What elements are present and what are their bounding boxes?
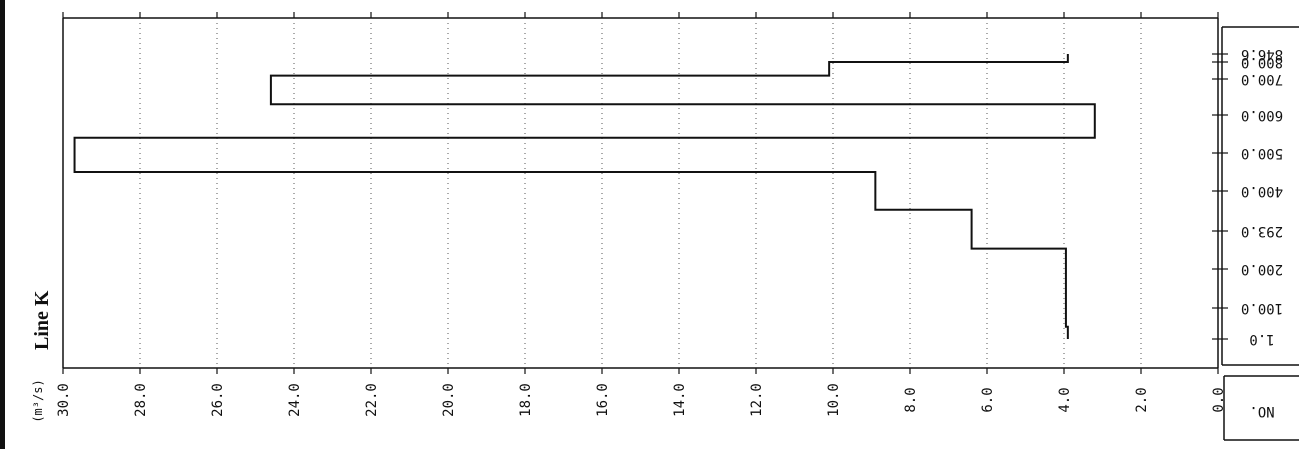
x-tick-label: 28.0	[133, 383, 149, 417]
x-tick-label: 16.0	[595, 383, 611, 417]
x-tick-label: 12.0	[749, 383, 765, 417]
x-tick-label: 4.0	[1057, 387, 1073, 412]
y-tick-label: 100.0	[1241, 300, 1283, 316]
y-tick-label: 200.0	[1241, 261, 1283, 277]
scan-edge	[0, 0, 5, 449]
y-tick-label: 1.0	[1249, 331, 1274, 347]
x-axis-ticks	[62, 12, 1219, 374]
y-tick-label: 846.6	[1241, 46, 1283, 62]
x-axis-tick-labels: 0.0 2.0 4.0 6.0 8.0 10.0 12.0 14.0 16.0 18.0 20.0 2…	[56, 383, 1227, 417]
no-label: NO.	[1249, 403, 1274, 419]
y-axis-tick-labels: 1.0 100.0 200.0 293.0 400.0 500.0 600.0 700.080…	[1241, 46, 1283, 347]
x-tick-label: 22.0	[364, 383, 380, 417]
x-tick-label: 0.0	[1211, 387, 1227, 412]
chart-title: Line K	[31, 290, 53, 350]
x-tick-label: 2.0	[1134, 387, 1150, 412]
x-tick-label: 24.0	[287, 383, 303, 417]
vertical-gridlines	[139, 18, 1142, 368]
x-tick-label: 20.0	[441, 383, 457, 417]
y-label-box	[1221, 26, 1299, 366]
x-tick-label: 30.0	[56, 383, 72, 417]
y-tick-label: 700.0	[1241, 71, 1283, 87]
x-tick-label: 26.0	[210, 383, 226, 417]
y-tick-label: 800.0	[1241, 54, 1283, 70]
x-tick-label: 14.0	[672, 383, 688, 417]
y-tick-label: 500.0	[1241, 145, 1283, 161]
plot-frame	[62, 17, 1219, 369]
no-label-box	[1223, 375, 1299, 441]
x-tick-label: 6.0	[980, 387, 996, 412]
y-tick-label: 293.0	[1241, 223, 1283, 239]
x-tick-label: 10.0	[826, 383, 842, 417]
y-tick-label: 600.0	[1241, 107, 1283, 123]
unit-label: (m³/s)	[31, 379, 45, 422]
series-step-line	[73, 54, 1096, 339]
x-tick-label: 8.0	[903, 387, 919, 412]
x-tick-label: 18.0	[518, 383, 534, 417]
y-tick-label: 400.0	[1241, 183, 1283, 199]
y-axis-ticks	[1212, 53, 1228, 340]
